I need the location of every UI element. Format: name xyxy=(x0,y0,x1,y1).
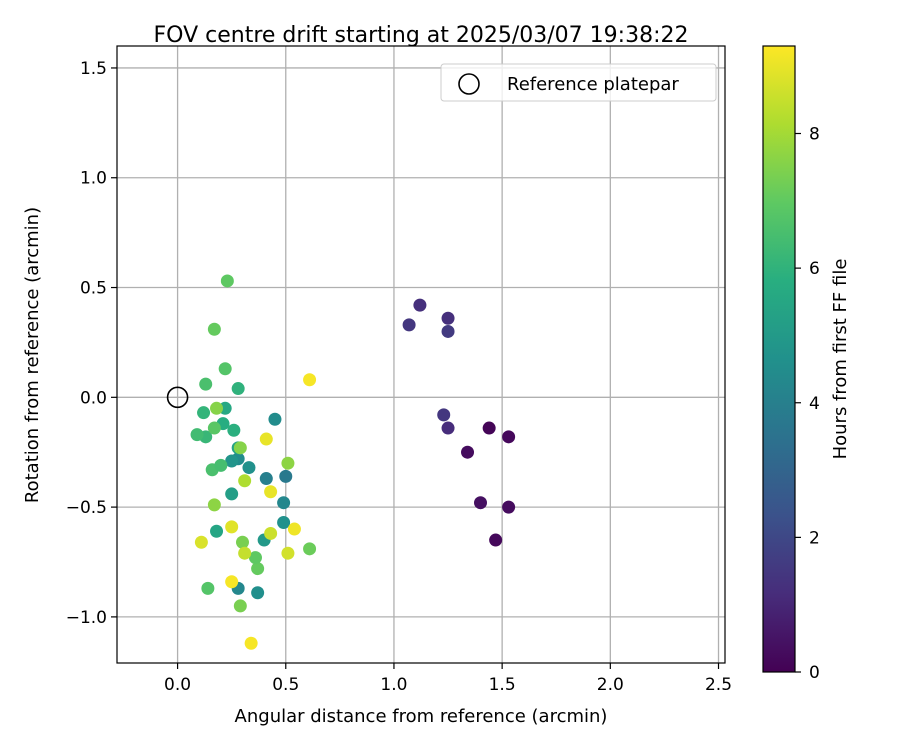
scatter-point xyxy=(235,535,249,549)
scatter-point xyxy=(197,406,211,420)
scatter-point xyxy=(287,522,301,536)
scatter-point xyxy=(238,546,252,560)
scatter-point xyxy=(413,298,427,312)
scatter-point xyxy=(268,412,282,426)
legend: Reference platepar xyxy=(440,63,717,102)
reference-platepar-marker xyxy=(166,386,189,409)
scatter-point xyxy=(218,362,232,376)
colorbar-ticks: 0 2 4 6 8 xyxy=(795,125,820,683)
scatter-point xyxy=(207,421,221,435)
scatter-point xyxy=(441,421,455,435)
plot-frame xyxy=(116,45,726,664)
axis-ticks: 0.0 0.5 1.0 1.5 2.0 2.5 −1.0 −0.5 0.0 0.5 1.0 1.5 xyxy=(66,59,732,695)
y-tick-label: −1.0 xyxy=(66,608,107,628)
scatter-point xyxy=(281,546,295,560)
x-axis-label: Angular distance from reference (arcmin) xyxy=(235,706,608,727)
scatter-points xyxy=(190,274,516,650)
colorbar-tick-label: 0 xyxy=(809,663,820,683)
scatter-point xyxy=(482,421,496,435)
y-tick-label: 1.0 xyxy=(80,169,107,189)
y-tick-label: 0.5 xyxy=(80,279,107,299)
scatter-point xyxy=(251,562,265,576)
scatter-point xyxy=(441,324,455,338)
x-tick-label: 2.5 xyxy=(705,675,732,695)
colorbar-tick-label: 4 xyxy=(809,394,820,414)
scatter-point xyxy=(227,423,241,437)
scatter-point xyxy=(207,322,221,336)
y-tick-label: −0.5 xyxy=(66,498,107,518)
scatter-point xyxy=(437,408,451,422)
scatter-point xyxy=(402,318,416,332)
scatter-point xyxy=(201,581,215,595)
scatter-point xyxy=(251,586,265,600)
scatter-point xyxy=(489,533,503,547)
scatter-point xyxy=(248,551,262,565)
scatter-point xyxy=(225,575,239,589)
scatter-point xyxy=(279,469,293,483)
scatter-point xyxy=(207,498,221,512)
colorbar-label: Hours from first FF file xyxy=(830,259,851,460)
scatter-point xyxy=(225,454,239,468)
scatter-point xyxy=(233,441,247,455)
legend-box xyxy=(440,63,717,102)
scatter-point xyxy=(214,458,228,472)
scatter-point xyxy=(231,382,245,396)
scatter-point xyxy=(225,520,239,534)
scatter-point xyxy=(303,373,317,387)
y-axis-label: Rotation from reference (arcmin) xyxy=(22,207,43,503)
scatter-point xyxy=(277,496,291,510)
y-tick-label: 0.0 xyxy=(80,388,107,408)
scatter-point xyxy=(242,461,256,475)
scatter-point xyxy=(190,428,204,442)
scatter-point xyxy=(220,274,234,288)
scatter-point xyxy=(259,472,273,486)
scatter-point xyxy=(238,474,252,488)
colorbar: 0 2 4 6 8 Hours from first FF file xyxy=(762,45,851,683)
legend-marker-icon xyxy=(458,73,480,95)
scatter-point xyxy=(441,311,455,325)
colorbar-gradient xyxy=(762,45,796,673)
scatter-point xyxy=(210,524,224,538)
scatter-point xyxy=(233,599,247,613)
scatter-point xyxy=(199,377,213,391)
x-tick-label: 2.0 xyxy=(597,675,624,695)
colorbar-tick-label: 6 xyxy=(809,259,820,279)
x-tick-label: 0.5 xyxy=(272,675,299,695)
scatter-point xyxy=(264,526,278,540)
scatter-point xyxy=(502,430,516,444)
scatter-point xyxy=(474,496,488,510)
scatter-point xyxy=(461,445,475,459)
legend-label: Reference platepar xyxy=(507,74,679,95)
scatter-point xyxy=(277,515,291,529)
scatter-point xyxy=(244,636,258,650)
scatter-point xyxy=(281,456,295,470)
scatter-point xyxy=(303,542,317,556)
chart-title: FOV centre drift starting at 2025/03/07 … xyxy=(154,23,689,48)
colorbar-tick-label: 2 xyxy=(809,528,820,548)
x-tick-label: 1.5 xyxy=(489,675,516,695)
scatter-point xyxy=(210,401,224,415)
scatter-point xyxy=(264,485,278,499)
colorbar-tick-label: 8 xyxy=(809,125,820,145)
x-tick-label: 0.0 xyxy=(164,675,191,695)
y-tick-label: 1.5 xyxy=(80,59,107,79)
x-tick-label: 1.0 xyxy=(380,675,407,695)
scatter-point xyxy=(502,500,516,514)
scatter-point xyxy=(194,535,208,549)
scatter-point xyxy=(259,432,273,446)
scatter-point xyxy=(225,487,239,501)
